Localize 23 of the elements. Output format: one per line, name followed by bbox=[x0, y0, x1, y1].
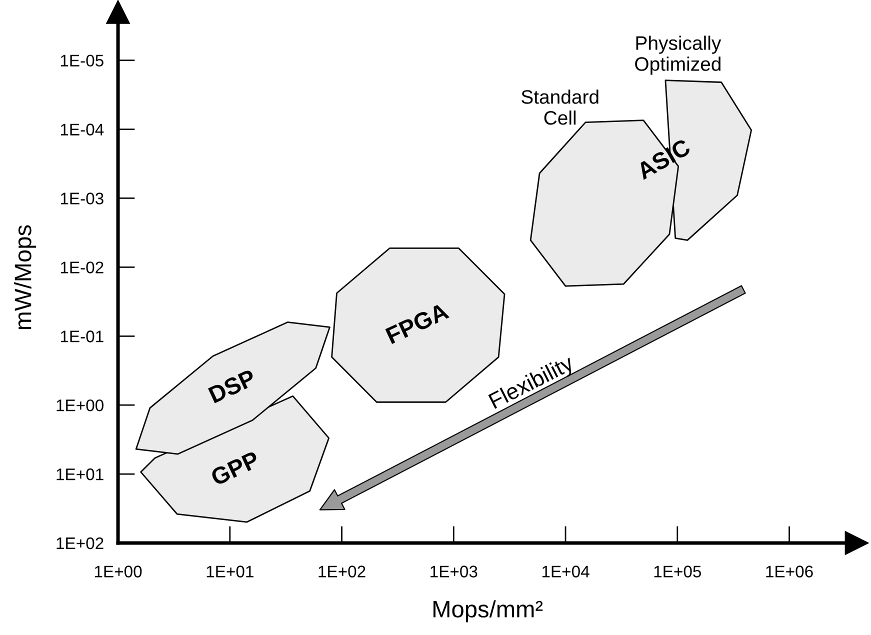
x-axis-title: Mops/mm² bbox=[434, 600, 543, 622]
series-label: GPP bbox=[210, 450, 260, 486]
y-tick-label: 1E-02 bbox=[60, 262, 104, 274]
x-tick-label: 1E+00 bbox=[94, 566, 142, 578]
y-tick-label: 1E-01 bbox=[60, 330, 104, 342]
y-tick-label: 1E+00 bbox=[56, 399, 104, 412]
series-label: FPGA bbox=[385, 302, 450, 344]
y-tick-label: 1E-04 bbox=[60, 124, 104, 136]
y-tick-label: 1E+01 bbox=[56, 468, 104, 480]
y-tick-label: 1E-03 bbox=[60, 192, 104, 204]
series-label: Standard Cell bbox=[522, 90, 598, 125]
y-tick-label: 1E+02 bbox=[56, 537, 104, 550]
series-label: Physically Optimized bbox=[635, 36, 722, 75]
annotation: ASIC bbox=[635, 138, 692, 180]
y-axis-title: mW/Mops bbox=[14, 225, 36, 330]
x-tick-label: 1E+01 bbox=[206, 566, 254, 578]
x-tick-label: 1E+06 bbox=[766, 566, 813, 578]
series-label: DSP bbox=[208, 368, 257, 404]
x-tick-label: 1E+05 bbox=[654, 566, 702, 578]
y-tick-label: 1E-05 bbox=[60, 54, 104, 67]
x-tick-label: 1E+04 bbox=[542, 566, 590, 578]
x-tick-label: 1E+02 bbox=[318, 566, 366, 578]
x-tick-label: 1E+03 bbox=[430, 566, 478, 578]
